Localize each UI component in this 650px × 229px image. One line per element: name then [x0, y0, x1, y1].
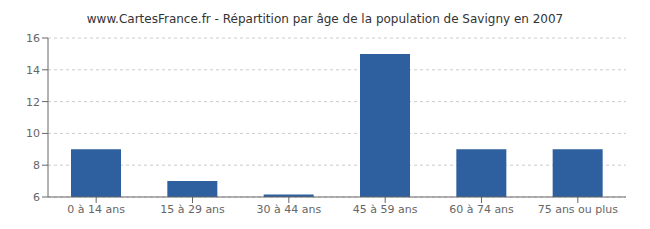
svg-text:45 à 59 ans: 45 à 59 ans — [353, 203, 418, 216]
svg-text:10: 10 — [26, 127, 40, 140]
svg-text:75 ans ou plus: 75 ans ou plus — [538, 203, 619, 216]
svg-text:16: 16 — [26, 32, 40, 45]
html-text:www.CartesFrance.fr - Répartit: www.CartesFrance.fr - Répartition par âg… — [86, 12, 564, 26]
svg-text:30 à 44 ans: 30 à 44 ans — [256, 203, 321, 216]
svg-text:60 à 74 ans: 60 à 74 ans — [449, 203, 514, 216]
svg-text:8: 8 — [33, 159, 40, 172]
svg-text:12: 12 — [26, 96, 40, 109]
svg-text:14: 14 — [26, 64, 40, 77]
svg-text:0 à 14 ans: 0 à 14 ans — [67, 203, 125, 216]
svg-text:6: 6 — [33, 191, 40, 204]
svg-text:15 à 29 ans: 15 à 29 ans — [160, 203, 225, 216]
